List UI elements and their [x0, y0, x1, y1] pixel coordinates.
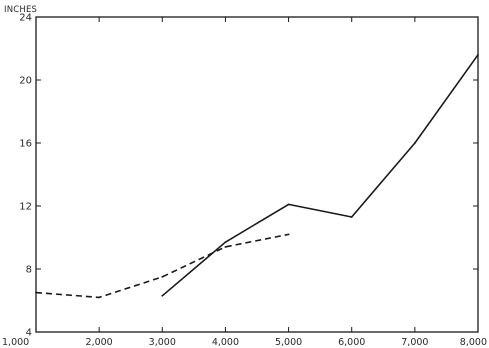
y-tick-label: 4 — [26, 328, 32, 339]
x-tick-label: 5,000 — [275, 337, 302, 348]
data-point — [224, 241, 227, 244]
x-tick-label: 7,000 — [401, 337, 428, 348]
x-tick-label: 6,000 — [338, 337, 365, 348]
axis-ticks: 4 8 12 16 20 24 1,000 2,000 3,000 4,000 5,000 6,000… — [2, 13, 487, 348]
x-tick-label: 2,000 — [86, 337, 113, 348]
series-layer — [35, 53, 479, 299]
y-axis-unit-label: INCHES — [4, 5, 37, 15]
data-point — [350, 216, 353, 218]
data-point — [161, 275, 164, 278]
x-tick-label: 3,000 — [149, 337, 176, 348]
data-point — [35, 291, 37, 294]
y-tick-label: 24 — [19, 13, 32, 24]
y-tick-label: 12 — [19, 202, 32, 213]
solid-series-line — [161, 54, 479, 297]
data-point — [413, 142, 416, 144]
dashed-series-line — [35, 233, 289, 299]
x-tick-label: 4,000 — [212, 337, 239, 348]
data-point — [224, 246, 227, 248]
y-tick-label: 20 — [19, 76, 32, 87]
plot-frame — [35, 16, 479, 333]
data-point — [287, 233, 290, 236]
data-point — [161, 294, 164, 297]
data-point — [477, 53, 479, 56]
y-tick-label: 8 — [26, 265, 32, 276]
x-tick-label: 8,000 — [460, 337, 487, 348]
data-point — [98, 296, 101, 299]
y-tick-label: 16 — [19, 139, 32, 150]
x-tick-label: 1,000 — [2, 337, 29, 348]
data-point — [287, 203, 290, 206]
